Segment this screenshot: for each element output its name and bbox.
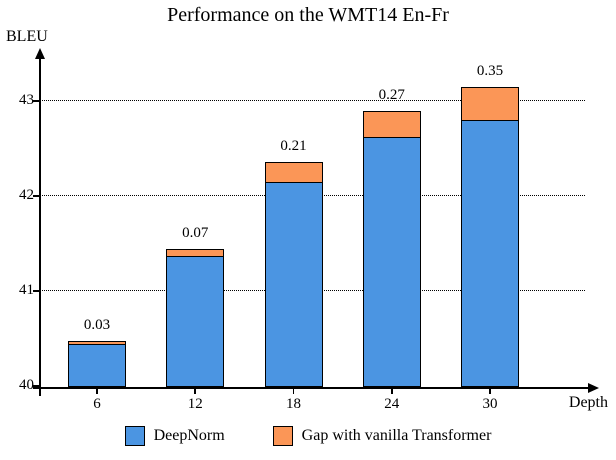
legend-item: DeepNorm: [124, 426, 225, 446]
x-axis-label: Depth: [568, 394, 608, 411]
bar-segment-gap: [461, 86, 519, 121]
bar-segment-deepnorm: [264, 181, 323, 387]
x-tick-label: 12: [187, 396, 203, 412]
bar-value-label: 0.07: [182, 225, 209, 242]
y-tick-label: 42: [19, 187, 34, 203]
bar-segment-gap: [362, 111, 421, 139]
y-tick-mark: [33, 195, 40, 197]
x-tick-mark: [96, 388, 98, 394]
bar-segment-gap: [264, 161, 323, 183]
bar-segment-gap: [68, 341, 126, 346]
y-axis-arrow-icon: [35, 48, 45, 59]
y-axis: [39, 58, 41, 396]
legend-item: Gap with vanilla Transformer: [272, 426, 492, 446]
legend-swatch: [124, 426, 145, 446]
legend-label: Gap with vanilla Transformer: [301, 427, 492, 444]
x-tick-label: 18: [286, 396, 301, 412]
y-tick-label: 40: [19, 377, 34, 393]
bar-segment-gap: [166, 249, 225, 257]
bar-segment-deepnorm: [362, 137, 421, 387]
y-tick-mark: [33, 385, 40, 387]
y-tick-mark: [33, 100, 40, 102]
x-tick-mark: [194, 388, 197, 394]
bar-segment-deepnorm: [461, 120, 519, 387]
x-axis-arrow-icon: [588, 383, 599, 393]
x-tick-label: 24: [384, 396, 400, 412]
y-tick-label: 41: [19, 282, 34, 298]
bar-segment-deepnorm: [166, 255, 225, 387]
y-tick-mark: [33, 290, 40, 292]
bar-value-label: 0.27: [378, 87, 405, 104]
x-tick-mark: [489, 388, 491, 394]
x-tick-label: 30: [482, 396, 498, 412]
y-tick-label: 43: [19, 92, 34, 108]
legend-label: DeepNorm: [153, 427, 225, 444]
legend-swatch: [272, 426, 293, 446]
bar-value-label: 0.35: [476, 62, 504, 79]
y-axis-label: BLEU: [6, 28, 48, 45]
x-tick-label: 6: [93, 396, 101, 412]
x-axis: [33, 387, 589, 389]
x-tick-mark: [292, 388, 295, 394]
x-tick-mark: [390, 388, 393, 394]
bar-value-label: 0.03: [83, 317, 111, 334]
chart-legend: DeepNorm Gap with vanilla Transformer: [0, 426, 616, 446]
chart-title: Performance on the WMT14 En-Fr: [167, 4, 449, 26]
gridline: [40, 100, 585, 101]
bar-value-label: 0.21: [280, 137, 307, 154]
bar-segment-deepnorm: [68, 344, 126, 387]
